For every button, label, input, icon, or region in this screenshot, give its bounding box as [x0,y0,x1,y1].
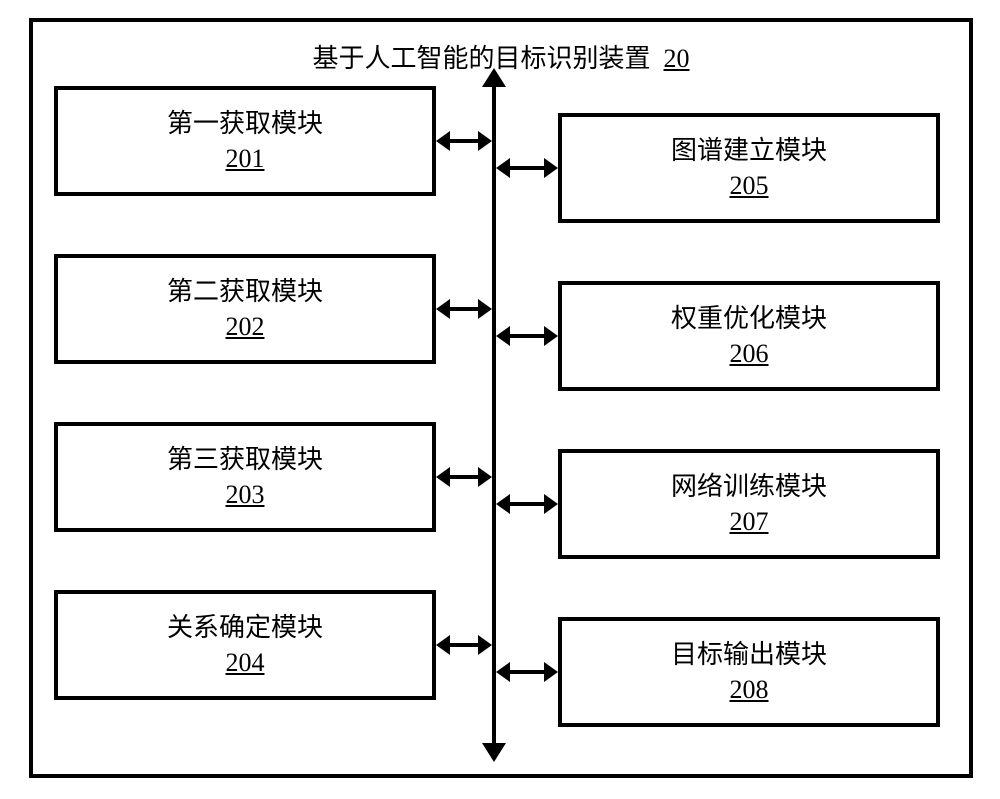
module-label: 网络训练模块 [671,469,827,504]
connector-arrow-right-L202 [478,299,492,319]
module-label: 关系确定模块 [167,610,323,645]
module-box-204: 关系确定模块204 [54,590,436,700]
module-number: 206 [730,336,769,371]
module-number: 202 [226,309,265,344]
bus-arrow-down [482,743,506,762]
connector-arrow-right-L204 [478,635,492,655]
connector-arrow-right-L203 [478,467,492,487]
connector-R206 [506,334,548,338]
vertical-bus-line [492,80,496,750]
connector-L203 [446,475,482,479]
module-label: 第一获取模块 [167,106,323,141]
module-number: 201 [226,141,265,176]
module-box-206: 权重优化模块206 [558,281,940,391]
connector-arrow-right-L201 [478,131,492,151]
module-label: 第二获取模块 [167,274,323,309]
connector-L204 [446,643,482,647]
connector-arrow-left-R206 [496,326,510,346]
module-number: 203 [226,477,265,512]
connector-arrow-left-L204 [436,635,450,655]
connector-R207 [506,502,548,506]
connector-arrow-left-L202 [436,299,450,319]
module-number: 208 [730,672,769,707]
connector-arrow-right-R207 [544,494,558,514]
module-number: 205 [730,168,769,203]
module-label: 第三获取模块 [167,442,323,477]
connector-R205 [506,166,548,170]
connector-L201 [446,139,482,143]
module-label: 图谱建立模块 [671,133,827,168]
connector-arrow-right-R205 [544,158,558,178]
connector-L202 [446,307,482,311]
module-label: 权重优化模块 [671,301,827,336]
module-box-202: 第二获取模块202 [54,254,436,364]
module-number: 204 [226,645,265,680]
module-box-201: 第一获取模块201 [54,86,436,196]
bus-arrow-up [482,68,506,87]
device-title-number: 20 [664,44,690,73]
connector-arrow-left-R208 [496,662,510,682]
module-box-208: 目标输出模块208 [558,617,940,727]
module-box-205: 图谱建立模块205 [558,113,940,223]
connector-arrow-left-R205 [496,158,510,178]
connector-arrow-left-L203 [436,467,450,487]
module-box-207: 网络训练模块207 [558,449,940,559]
module-number: 207 [730,504,769,539]
module-label: 目标输出模块 [671,637,827,672]
module-box-203: 第三获取模块203 [54,422,436,532]
connector-arrow-left-L201 [436,131,450,151]
connector-arrow-right-R208 [544,662,558,682]
connector-arrow-left-R207 [496,494,510,514]
connector-arrow-right-R206 [544,326,558,346]
connector-R208 [506,670,548,674]
